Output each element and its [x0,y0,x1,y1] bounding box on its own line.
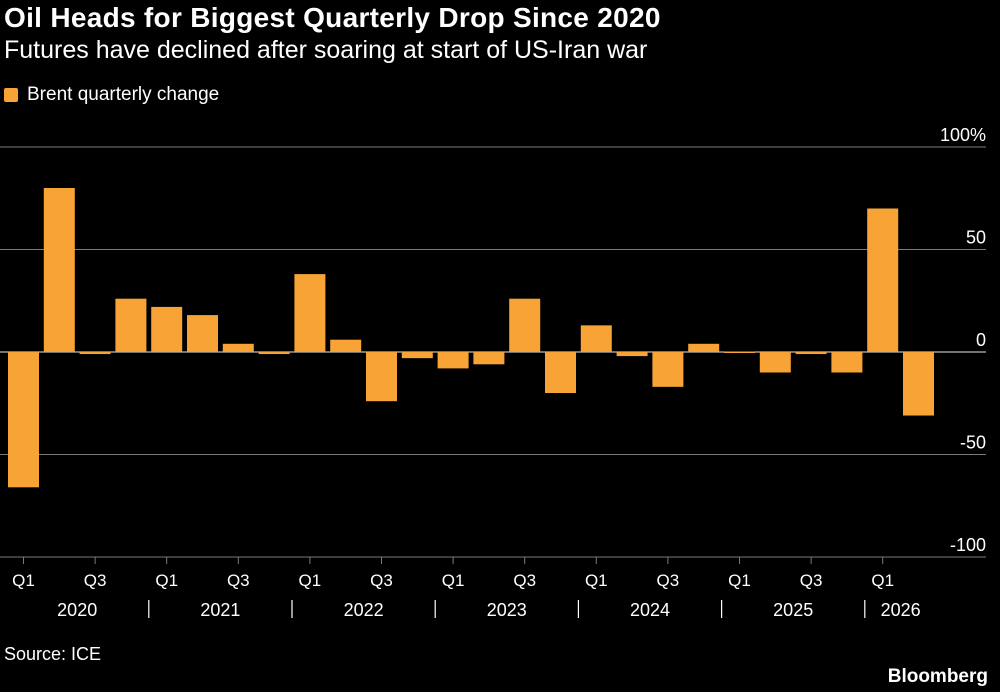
bar [724,351,755,353]
x-tick-label: Q1 [299,571,322,590]
bar [867,208,899,352]
bar [115,298,147,352]
bar [903,352,934,416]
legend: Brent quarterly change [4,84,219,106]
bar [831,352,863,373]
bar [509,298,541,352]
x-tick-label: Q3 [800,571,823,590]
year-label: 2020 [57,600,97,620]
bar [151,306,183,352]
bar [401,352,433,359]
x-tick-label: Q1 [155,571,178,590]
x-tick-label: Q1 [442,571,465,590]
year-label: 2024 [630,600,670,620]
legend-swatch [4,88,18,102]
bar [580,325,612,352]
bar [652,352,684,387]
chart-title: Oil Heads for Biggest Quarterly Drop Sin… [4,2,661,33]
bar [616,352,648,357]
bar [43,188,75,352]
x-tick-label: Q1 [12,571,35,590]
bar [366,352,397,402]
chart-subtitle: Futures have declined after soaring at s… [4,36,648,64]
x-tick-label: Q3 [84,571,107,590]
bar [187,315,218,352]
x-tick-label: Q1 [728,571,751,590]
bar [330,339,362,352]
bar [759,352,791,373]
y-tick-label: 50 [966,228,986,248]
y-tick-label: 100% [940,125,986,145]
year-label: 2021 [200,600,240,620]
y-tick-label: -100 [950,535,986,555]
x-tick-label: Q3 [657,571,680,590]
x-tick-label: Q3 [227,571,250,590]
bar [294,274,326,352]
year-label: 2023 [487,600,527,620]
year-label: 2025 [773,600,813,620]
x-tick-label: Q3 [513,571,536,590]
bar [8,352,39,488]
bar [795,352,827,355]
x-tick-label: Q3 [370,571,393,590]
legend-label: Brent quarterly change [27,84,220,105]
bar [545,352,576,393]
y-tick-label: 0 [976,330,986,350]
bloomberg-logo: Bloomberg [887,666,988,687]
bar [473,352,505,365]
bar [688,343,720,352]
y-tick-label: -50 [960,433,986,453]
bar [79,352,111,355]
year-label: 2022 [344,600,384,620]
x-tick-label: Q1 [871,571,894,590]
bar [258,352,290,355]
source-note: Source: ICE [4,644,102,664]
year-label: 2026 [881,600,921,620]
bar [222,343,254,352]
x-tick-label: Q1 [585,571,608,590]
bar [437,352,469,369]
